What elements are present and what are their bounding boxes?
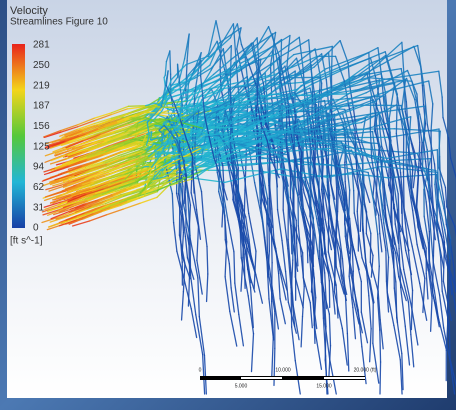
color-tick-label: 31 xyxy=(33,202,45,213)
streamline-segment xyxy=(433,256,434,291)
scale-label: 0 xyxy=(199,367,202,373)
streamline-segment xyxy=(291,225,292,253)
streamline-segment xyxy=(442,97,443,117)
legend-title: Velocity xyxy=(10,5,48,17)
streamline-segment xyxy=(318,108,319,126)
scale-label: 5.000 xyxy=(235,383,248,389)
color-tick-label: 0 xyxy=(33,223,39,234)
streamline-segment xyxy=(440,157,441,180)
streamline-segment xyxy=(331,46,332,75)
streamline-segment xyxy=(170,51,171,74)
streamline-segment xyxy=(193,175,194,193)
color-tick-label: 281 xyxy=(33,40,50,51)
legend-unit: [ft s^-1] xyxy=(10,236,43,247)
scale-label: 10.000 xyxy=(275,367,291,373)
streamline-segment xyxy=(403,172,404,209)
streamline-segment xyxy=(303,253,304,278)
streamline-segment xyxy=(338,184,339,212)
streamline-segment xyxy=(314,311,315,344)
streamline-segment xyxy=(207,247,208,274)
streamline-segment xyxy=(380,362,381,394)
streamline-segment xyxy=(354,191,355,213)
color-bar xyxy=(12,44,25,228)
viewport: Velocity Streamlines Figure 10 281 250 219… xyxy=(0,0,456,410)
streamline-segment xyxy=(193,157,194,175)
legend-subtitle: Streamlines Figure 10 xyxy=(10,17,108,28)
streamline-segment xyxy=(428,243,429,270)
streamline-segment xyxy=(396,94,397,133)
streamline-segment xyxy=(310,148,311,175)
scale-label: 20.000 (ft) xyxy=(354,367,377,373)
streamline-segment xyxy=(435,170,436,184)
streamline-segment xyxy=(380,330,381,362)
color-tick-label: 156 xyxy=(33,121,50,132)
scale-bar-segment xyxy=(241,377,282,379)
color-tick-label: 219 xyxy=(33,80,50,91)
streamline-segment xyxy=(182,186,183,209)
color-tick-label: 94 xyxy=(33,162,45,173)
color-tick-label: 125 xyxy=(33,141,50,152)
streamline-segment xyxy=(449,325,450,359)
color-tick-label: 62 xyxy=(33,182,45,193)
color-tick-label: 250 xyxy=(33,60,50,71)
streamline-segment xyxy=(394,253,395,288)
scale-bar-segment xyxy=(324,377,365,379)
streamline-segment xyxy=(386,250,387,281)
streamline-segment xyxy=(234,252,235,283)
color-tick-label: 187 xyxy=(33,101,50,112)
streamline-segment xyxy=(185,193,186,210)
streamline-segment xyxy=(257,68,258,86)
streamline-segment xyxy=(128,106,145,107)
streamline-segment xyxy=(439,129,440,157)
streamline-segment xyxy=(325,326,326,360)
streamline-segment xyxy=(437,150,438,190)
scale-label: 15.000 xyxy=(316,383,332,389)
streamline-segment xyxy=(325,141,342,142)
streamline-segment xyxy=(258,60,259,84)
